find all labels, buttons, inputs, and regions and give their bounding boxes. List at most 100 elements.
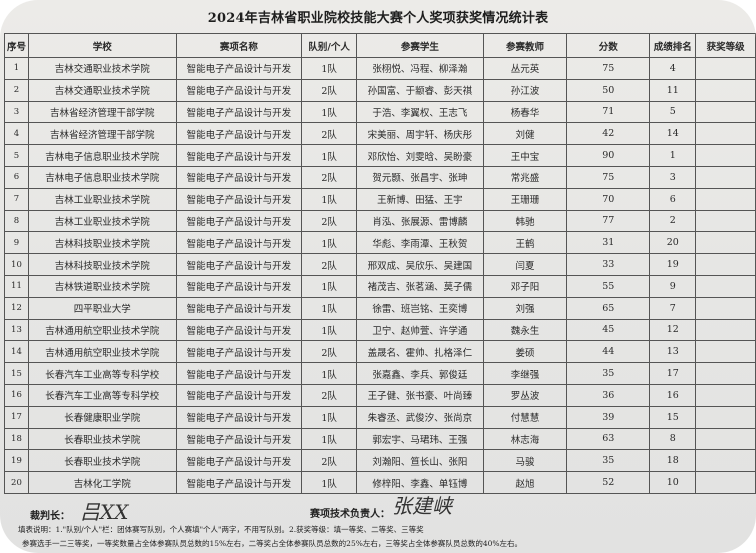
table-cell: 10 <box>649 471 697 494</box>
table-cell: 1队 <box>301 144 358 167</box>
table-cell: 吉林工业职业技术学院 <box>27 209 177 233</box>
table-cell: 邓子阳 <box>482 274 568 298</box>
table-row: 2 吉林交通职业技术学院 智能电子产品设计与开发 2队 孙国富、于颛睿、彭天祺 孙江波 50… <box>4 78 756 102</box>
table-cell: 卫宁、赵帅萱、许学通 <box>356 318 484 342</box>
table-cell: 31 <box>566 231 651 255</box>
table-cell: 智能电子产品设计与开发 <box>175 296 303 320</box>
table-cell: 智能电子产品设计与开发 <box>175 122 303 146</box>
table-cell: 20 <box>4 471 29 494</box>
table-cell: 智能电子产品设计与开发 <box>175 449 303 473</box>
table-cell: 6 <box>649 187 697 211</box>
table-cell: 2队 <box>301 209 358 233</box>
column-header: 成绩排名 <box>649 33 697 58</box>
table-cell <box>695 362 756 385</box>
table-cell: 50 <box>566 78 651 102</box>
table-cell: 19 <box>649 253 697 276</box>
table-cell <box>695 405 756 429</box>
table-header: 序号 学校 赛项名称 队别/个人 参赛学生 参赛教师 分数 成绩排名 获奖等级 <box>4 33 756 58</box>
table-cell: 王鹤 <box>482 231 568 255</box>
table-cell: 12 <box>4 296 29 320</box>
table-row: 5 吉林电子信息职业技术学院 智能电子产品设计与开发 1队 邓欣怡、刘雯晗、吴盼豪 王中宝… <box>4 144 756 167</box>
table-row: 1 吉林交通职业技术学院 智能电子产品设计与开发 1队 张栩悦、冯程、柳泽瀚 丛元英 75 4 <box>4 57 756 80</box>
table-cell <box>695 340 756 364</box>
table-row: 11 吉林铁道职业技术学院 智能电子产品设计与开发 1队 褚茂吉、张茗涵、莫子儒 邓子阳 5… <box>4 274 756 298</box>
table-cell: 1队 <box>301 362 358 385</box>
table-cell: 智能电子产品设计与开发 <box>175 253 303 276</box>
table-cell: 韩驰 <box>482 209 568 233</box>
table-cell: 吉林工业职业技术学院 <box>27 187 177 211</box>
table-cell: 1队 <box>301 274 358 298</box>
table-cell: 33 <box>566 253 651 276</box>
table-cell: 杨春华 <box>482 100 568 124</box>
table-cell: 四平职业大学 <box>27 296 177 320</box>
table-cell: 17 <box>649 362 697 385</box>
table-cell: 智能电子产品设计与开发 <box>175 318 303 342</box>
table-cell: 吉林省经济管理干部学院 <box>27 100 177 124</box>
table-cell: 1 <box>649 144 697 167</box>
column-header: 分数 <box>566 33 651 58</box>
table-cell: 长春职业技术学院 <box>27 427 177 451</box>
table-cell: 宋美丽、周宇轩、杨庆彤 <box>356 122 484 146</box>
table-cell <box>695 78 756 102</box>
table-cell: 张栩悦、冯程、柳泽瀚 <box>356 57 484 80</box>
table-cell: 7 <box>649 296 697 320</box>
table-cell: 刘瀚阳、笪长山、张阳 <box>356 449 484 473</box>
table-cell: 张嘉鑫、李兵、郭俊廷 <box>356 362 484 385</box>
document-title: 2024年吉林省职业院校技能大赛个人奖项获奖情况统计表 <box>207 11 549 26</box>
table-cell: 刘强 <box>482 296 568 320</box>
table-cell: 王新博、田猛、王宇 <box>356 187 484 211</box>
table-cell: 智能电子产品设计与开发 <box>175 231 303 255</box>
table-cell: 姜硕 <box>482 340 568 364</box>
table-cell: 75 <box>566 57 651 80</box>
table-cell: 14 <box>4 340 29 364</box>
table-cell: 18 <box>649 449 697 473</box>
table-cell: 35 <box>566 362 651 385</box>
table-cell <box>695 274 756 298</box>
table-row: 12 四平职业大学 智能电子产品设计与开发 1队 徐雷、班岂铭、王奕博 刘强 65 7 <box>4 296 756 320</box>
table-cell: 14 <box>649 122 697 146</box>
table-cell <box>695 471 756 494</box>
table-cell: 1队 <box>301 296 358 320</box>
table-cell: 16 <box>649 383 697 407</box>
table-cell: 长春汽车工业高等专科学校 <box>27 362 177 385</box>
table-cell: 13 <box>4 318 29 342</box>
table-cell: 13 <box>649 340 697 364</box>
table-cell: 长春职业技术学院 <box>27 449 177 473</box>
table-cell: 2队 <box>301 253 358 276</box>
table-row: 13 吉林通用航空职业技术学院 智能电子产品设计与开发 1队 卫宁、赵帅萱、许学通 魏永生… <box>4 318 756 342</box>
table-cell: 王子健、张书豪、叶尚臻 <box>356 383 484 407</box>
table-cell: 1队 <box>301 318 358 342</box>
table-cell: 5 <box>649 100 697 124</box>
table-cell: 智能电子产品设计与开发 <box>175 362 303 385</box>
table-cell: 4 <box>649 57 697 80</box>
table-cell: 36 <box>566 383 651 407</box>
table-cell: 19 <box>4 449 29 473</box>
table-cell: 11 <box>4 274 29 298</box>
table-cell: 12 <box>649 318 697 342</box>
table-cell: 长春健康职业学院 <box>27 405 177 429</box>
table-row: 4 吉林省经济管理干部学院 智能电子产品设计与开发 2队 宋美丽、周宇轩、杨庆彤 刘健 42… <box>4 122 756 146</box>
table-cell <box>695 449 756 473</box>
table-cell: 于浩、李翼权、王志飞 <box>356 100 484 124</box>
column-header: 参赛教师 <box>482 33 568 58</box>
table-cell: 2队 <box>301 383 358 407</box>
table-cell: 2队 <box>301 78 358 102</box>
table-cell: 1队 <box>301 405 358 429</box>
table-cell: 智能电子产品设计与开发 <box>175 165 303 189</box>
table-cell: 16 <box>4 383 29 407</box>
table-cell: 4 <box>4 122 29 146</box>
column-header: 学校 <box>27 33 177 58</box>
table-cell: 35 <box>566 449 651 473</box>
table-cell: 15 <box>649 405 697 429</box>
table-cell: 智能电子产品设计与开发 <box>175 274 303 298</box>
table-cell: 邢双成、吴欣乐、吴建国 <box>356 253 484 276</box>
table-cell: 智能电子产品设计与开发 <box>175 209 303 233</box>
table-cell: 65 <box>566 296 651 320</box>
table-row: 17 长春健康职业学院 智能电子产品设计与开发 1队 朱睿丞、武俊汐、张尚京 付慧慧 39 1… <box>4 405 756 429</box>
table-cell: 2 <box>649 209 697 233</box>
table-row: 16 长春汽车工业高等专科学校 智能电子产品设计与开发 2队 王子健、张书豪、叶尚臻 罗丛… <box>4 383 756 407</box>
table-cell <box>695 122 756 146</box>
table-cell: 肖泓、张展源、雷博麟 <box>356 209 484 233</box>
table-cell: 63 <box>566 427 651 451</box>
